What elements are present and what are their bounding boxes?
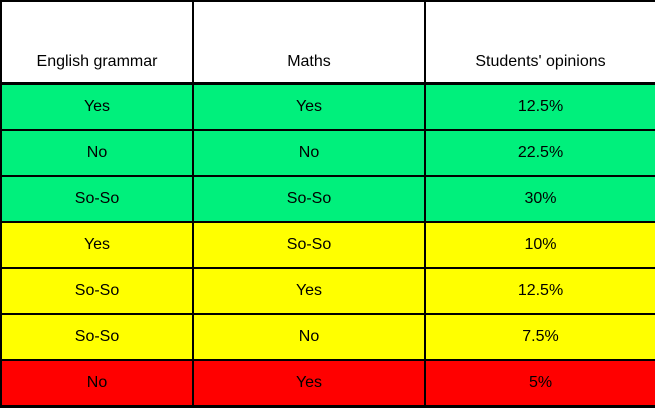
table-cell-english-grammar[interactable]: So-So <box>0 313 194 361</box>
table-body: Yes Yes 12.5% No No 22.5% So-So So-So 30… <box>0 82 655 408</box>
table-cell-students-opinions[interactable]: 5% <box>424 359 655 408</box>
table-cell-maths[interactable]: So-So <box>192 221 426 269</box>
table-cell-english-grammar[interactable]: No <box>0 359 194 408</box>
table-cell-students-opinions[interactable]: 12.5% <box>424 267 655 315</box>
table-cell-english-grammar[interactable]: No <box>0 129 194 177</box>
table-cell-english-grammar[interactable]: So-So <box>0 175 194 223</box>
column-header-students-opinions[interactable]: Students' opinions <box>424 0 655 85</box>
table-cell-maths[interactable]: Yes <box>192 359 426 408</box>
column-header-maths[interactable]: Maths <box>192 0 426 85</box>
table-row: So-So So-So 30% <box>0 175 655 223</box>
table-cell-students-opinions[interactable]: 30% <box>424 175 655 223</box>
table-row: So-So Yes 12.5% <box>0 267 655 315</box>
table-row: So-So No 7.5% <box>0 313 655 361</box>
table-cell-students-opinions[interactable]: 22.5% <box>424 129 655 177</box>
table-row: No No 22.5% <box>0 129 655 177</box>
table-cell-students-opinions[interactable]: 7.5% <box>424 313 655 361</box>
table-cell-students-opinions[interactable]: 10% <box>424 221 655 269</box>
table-cell-english-grammar[interactable]: Yes <box>0 82 194 131</box>
table-row: Yes So-So 10% <box>0 221 655 269</box>
column-header-english-grammar[interactable]: English grammar <box>0 0 194 85</box>
table-cell-maths[interactable]: Yes <box>192 267 426 315</box>
table-cell-maths[interactable]: So-So <box>192 175 426 223</box>
table-row: Yes Yes 12.5% <box>0 82 655 131</box>
table-cell-english-grammar[interactable]: Yes <box>0 221 194 269</box>
table-cell-students-opinions[interactable]: 12.5% <box>424 82 655 131</box>
table-row: No Yes 5% <box>0 359 655 408</box>
table-cell-maths[interactable]: No <box>192 313 426 361</box>
table-cell-maths[interactable]: Yes <box>192 82 426 131</box>
table-cell-maths[interactable]: No <box>192 129 426 177</box>
table-cell-english-grammar[interactable]: So-So <box>0 267 194 315</box>
header-row: English grammar Maths Students' opinions <box>0 0 655 85</box>
